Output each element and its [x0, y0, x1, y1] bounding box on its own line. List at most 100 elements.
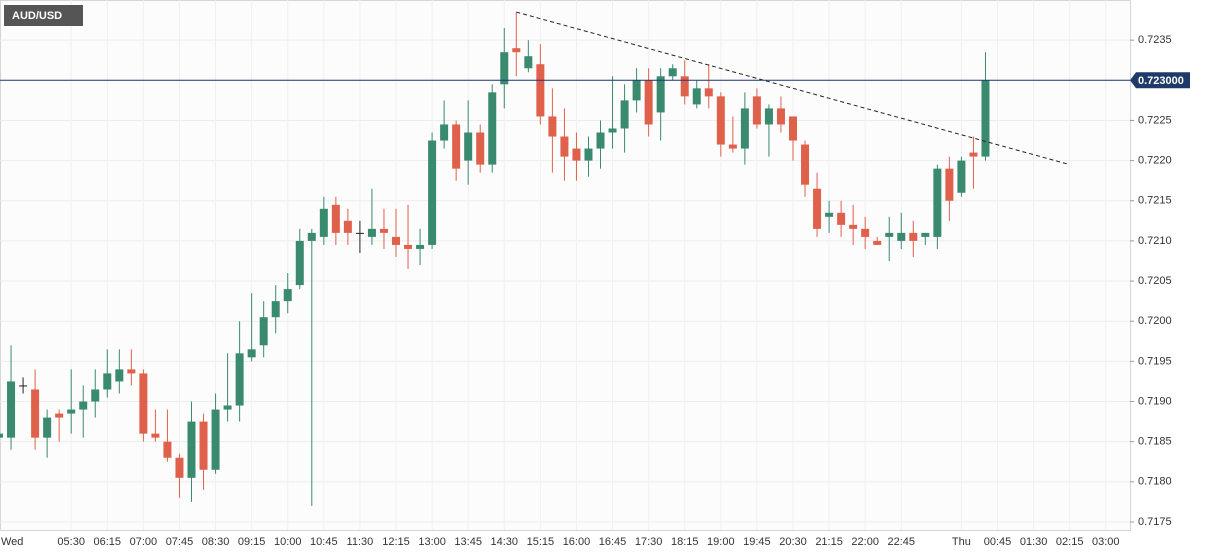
candle-body: [728, 144, 737, 149]
candle-body: [740, 108, 749, 149]
candle-body: [668, 68, 677, 77]
x-tick-label: 06:15: [94, 536, 122, 548]
candle-body: [945, 168, 954, 201]
candle-body: [55, 413, 64, 418]
candle-body: [680, 76, 689, 97]
candle-body: [103, 373, 112, 390]
candle-body: [392, 236, 401, 245]
x-tick-label: 05:30: [57, 536, 85, 548]
candle-body: [560, 136, 569, 157]
candle-body: [909, 232, 918, 241]
candle-body: [0, 433, 4, 438]
candle-body: [512, 48, 521, 53]
y-tick-label: 0.7235: [1138, 34, 1172, 46]
x-tick-label: 13:00: [418, 536, 446, 548]
candle-body: [957, 160, 966, 193]
x-tick-label: 12:15: [382, 536, 410, 548]
x-tick-label: 20:30: [779, 536, 807, 548]
candle-body: [981, 80, 990, 157]
candle-body: [801, 144, 810, 185]
candle-body: [692, 88, 701, 105]
candle-body: [885, 232, 894, 237]
candle-body: [115, 369, 124, 382]
x-tick-label: 10:45: [310, 536, 338, 548]
candle-body: [788, 116, 797, 141]
candle-body: [67, 409, 76, 414]
x-tick-label: 13:45: [454, 536, 482, 548]
candle-body: [933, 168, 942, 237]
candle-body: [428, 140, 437, 245]
candle-body: [247, 349, 256, 358]
candle-body: [524, 56, 533, 69]
candle-body: [837, 212, 846, 225]
x-tick-label: 01:30: [1020, 536, 1048, 548]
candle-body: [319, 208, 328, 237]
y-tick-label: 0.7190: [1138, 395, 1172, 407]
candle-body: [211, 409, 220, 470]
x-tick-label: 10:00: [274, 536, 302, 548]
candle-body: [355, 232, 364, 234]
trendline: [516, 11, 1070, 166]
candle-body: [307, 232, 316, 241]
candle-body: [331, 204, 340, 233]
candle-body: [969, 152, 978, 157]
candle-body: [139, 373, 148, 434]
x-tick-label: 21:15: [815, 536, 843, 548]
x-tick-label: 19:45: [743, 536, 771, 548]
title-box: [4, 5, 83, 26]
x-tick-label: Wed: [1, 536, 23, 548]
x-tick-label: 02:15: [1056, 536, 1084, 548]
x-tick-label: 07:45: [166, 536, 194, 548]
candle-body: [127, 369, 136, 374]
x-tick-label: 15:15: [527, 536, 555, 548]
candle-body: [704, 88, 713, 97]
candle-body: [476, 132, 485, 165]
y-tick-label: 0.7180: [1138, 476, 1172, 488]
candle-body: [271, 301, 280, 318]
y-tick-label: 0.7210: [1138, 235, 1172, 247]
candle-body: [79, 401, 88, 410]
price-tag: [1130, 72, 1190, 89]
candle-body: [596, 132, 605, 149]
price-label: 0.723000: [1138, 75, 1184, 87]
candle-body: [464, 132, 473, 161]
candle-body: [404, 244, 413, 249]
y-tick-label: 0.7195: [1138, 355, 1172, 367]
candle-body: [921, 232, 930, 237]
x-tick-label: 00:45: [984, 536, 1012, 548]
candle-body: [43, 417, 52, 438]
candle-body: [644, 80, 653, 125]
candle-body: [235, 353, 244, 406]
candle-body: [656, 76, 665, 113]
candle-body: [452, 124, 461, 169]
candle-body: [861, 228, 870, 237]
candle-body: [608, 128, 617, 133]
candle-body: [259, 317, 268, 346]
candle-body: [175, 457, 184, 478]
x-tick-label: 16:45: [599, 536, 627, 548]
candle-body: [716, 96, 725, 145]
y-tick-label: 0.7215: [1138, 195, 1172, 207]
candle-body: [536, 64, 545, 117]
chart-title: AUD/USD: [12, 10, 62, 22]
x-tick-label: Thu: [952, 536, 971, 548]
candle-body: [764, 108, 773, 125]
candle-body: [873, 240, 882, 245]
x-tick-label: 22:00: [851, 536, 879, 548]
y-tick-label: 0.7185: [1138, 436, 1172, 448]
x-tick-label: 11:30: [347, 536, 374, 548]
candle-body: [19, 385, 28, 387]
candle-body: [488, 92, 497, 165]
x-tick-label: 18:15: [671, 536, 699, 548]
x-tick-label: 09:15: [238, 536, 266, 548]
candle-body: [283, 289, 292, 302]
x-tick-label: 19:00: [707, 536, 735, 548]
candle-body: [813, 188, 822, 229]
candle-body: [295, 240, 304, 286]
candle-body: [776, 108, 785, 125]
candle-body: [416, 244, 425, 249]
candle-body: [632, 80, 641, 101]
overlay: 0.723000: [0, 11, 1190, 166]
candle-body: [223, 405, 232, 410]
